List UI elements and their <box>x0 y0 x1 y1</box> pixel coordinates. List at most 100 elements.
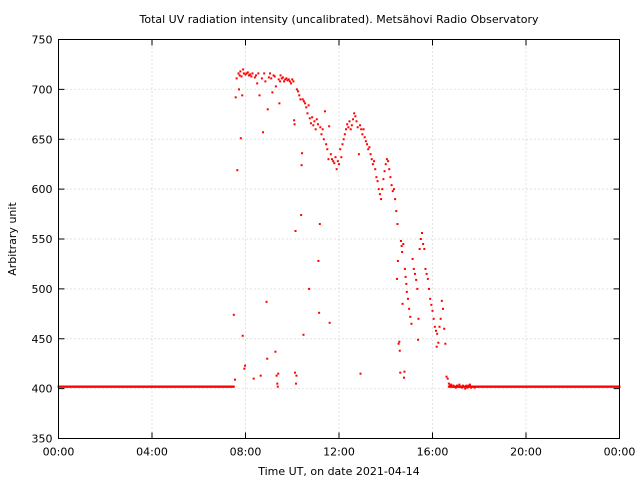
data-point <box>429 297 432 300</box>
data-point <box>431 309 434 312</box>
data-point <box>383 170 386 173</box>
data-point <box>352 118 355 121</box>
data-point <box>398 349 401 352</box>
x-tick-label: 20:00 <box>510 446 542 459</box>
data-point <box>445 375 448 378</box>
data-point <box>389 176 392 179</box>
data-point <box>240 75 243 78</box>
data-point <box>242 72 245 75</box>
data-point <box>353 112 356 115</box>
data-point <box>293 119 296 122</box>
data-point <box>327 158 330 161</box>
y-tick-label: 550 <box>32 233 53 246</box>
data-point <box>464 387 467 390</box>
data-point <box>357 153 360 156</box>
data-point <box>419 238 422 240</box>
data-point <box>439 317 442 320</box>
data-point <box>277 78 280 81</box>
data-point <box>292 80 295 83</box>
data-point <box>466 386 469 389</box>
x-tick-label: 12:00 <box>323 446 355 459</box>
data-point <box>470 386 473 389</box>
data-point <box>472 385 475 388</box>
data-point <box>311 116 314 119</box>
data-point <box>396 223 399 226</box>
data-point <box>405 290 408 293</box>
data-point <box>300 214 303 217</box>
data-point <box>412 267 415 270</box>
data-point <box>347 126 350 129</box>
data-point <box>314 128 317 131</box>
data-point <box>239 70 242 73</box>
data-point <box>467 384 470 387</box>
data-point <box>232 385 235 388</box>
data-point <box>299 98 302 101</box>
data-point <box>238 74 241 77</box>
data-point <box>269 72 272 75</box>
data-point <box>397 342 400 345</box>
data-point <box>423 247 426 250</box>
data-point <box>435 329 438 332</box>
data-point <box>461 384 464 387</box>
data-point <box>359 372 362 375</box>
data-point <box>241 334 244 337</box>
data-point <box>410 322 413 325</box>
data-point <box>304 102 307 105</box>
data-point <box>435 345 438 348</box>
data-point <box>346 123 349 126</box>
data-point <box>355 120 358 123</box>
data-point <box>368 146 371 149</box>
data-point <box>236 169 239 172</box>
data-point <box>251 72 254 75</box>
data-point <box>315 118 318 121</box>
data-point <box>237 88 240 91</box>
data-point <box>297 90 300 93</box>
data-point <box>341 143 344 146</box>
data-point <box>415 278 418 281</box>
data-point <box>402 376 405 379</box>
data-point <box>446 377 449 380</box>
data-point <box>307 104 310 107</box>
y-tick-label: 350 <box>32 433 53 446</box>
data-point <box>287 78 290 81</box>
data-point <box>473 386 476 389</box>
data-point <box>420 232 423 235</box>
data-point <box>274 85 277 88</box>
data-point <box>385 158 388 161</box>
data-point <box>281 76 284 79</box>
x-axis-label: Time UT, on date 2021-04-14 <box>257 465 420 478</box>
data-point <box>305 106 308 109</box>
data-point <box>401 302 404 305</box>
data-point <box>232 313 235 316</box>
data-point <box>401 250 404 253</box>
data-point <box>424 267 427 270</box>
data-point <box>278 102 281 105</box>
data-point <box>392 188 395 191</box>
data-point <box>399 239 402 242</box>
data-point <box>328 321 331 324</box>
data-point <box>294 382 297 385</box>
data-point <box>235 77 238 80</box>
data-point <box>256 82 259 85</box>
data-point <box>338 163 340 166</box>
data-point <box>258 94 261 97</box>
data-point <box>249 73 252 76</box>
y-tick-label: 500 <box>32 283 53 296</box>
data-point <box>276 385 279 388</box>
data-point <box>320 133 323 136</box>
data-points <box>57 68 621 390</box>
data-point <box>285 77 288 80</box>
data-point <box>450 383 453 386</box>
data-point <box>465 384 468 387</box>
data-point <box>295 374 298 377</box>
data-point <box>246 71 249 74</box>
data-point <box>405 282 408 285</box>
data-point <box>366 143 369 146</box>
data-point <box>300 164 303 167</box>
data-point <box>280 77 283 80</box>
data-point <box>449 384 452 387</box>
data-point <box>253 76 256 79</box>
data-point <box>319 126 322 129</box>
data-point <box>453 385 456 388</box>
data-point <box>336 160 339 163</box>
